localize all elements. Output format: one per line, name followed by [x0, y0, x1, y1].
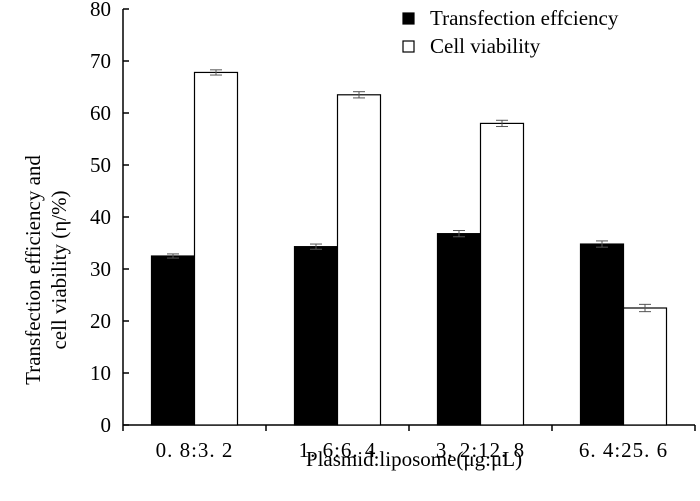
y-tick-label: 60: [90, 101, 111, 125]
legend-label: Cell viability: [430, 34, 541, 58]
y-tick-label: 20: [90, 309, 111, 333]
y-axis-title-line-2: cell viability (η/%): [47, 190, 71, 349]
y-axis-title-line-1: Transfection efficiency and: [21, 155, 45, 385]
y-tick-label: 80: [90, 0, 111, 21]
viability-bar: [479, 122, 525, 426]
transfection-bar: [150, 255, 196, 426]
y-tick-label: 40: [90, 205, 111, 229]
y-axis-title: Transfection efficiency and cell viabili…: [21, 155, 71, 385]
y-tick-label: 50: [90, 153, 111, 177]
transfection-bar: [579, 243, 625, 426]
transfection-bar: [436, 233, 482, 426]
x-axis-title: Plasmid:liposome(μg:μL): [306, 447, 522, 471]
legend-swatch: [402, 12, 415, 25]
y-tick-label: 30: [90, 257, 111, 281]
viability-bar: [336, 94, 382, 426]
legend-label: Transfection effciency: [430, 6, 619, 30]
y-tick-label: 10: [90, 361, 111, 385]
legend-swatch: [402, 40, 415, 53]
legend: Transfection effciency Cell viability: [402, 6, 619, 58]
x-tick-label: 6. 4:25. 6: [579, 438, 668, 462]
viability-bar: [622, 307, 668, 426]
transfection-bar: [293, 246, 339, 426]
y-tick-label: 70: [90, 49, 111, 73]
x-tick-label: 1. 6:6. 4: [299, 438, 377, 462]
viability-bar: [193, 71, 239, 426]
x-tick-label: 3. 2:12. 8: [436, 438, 525, 462]
y-tick-label: 0: [101, 413, 112, 437]
x-tick-label: 0. 8:3. 2: [156, 438, 234, 462]
plot-area: 0 10 20 30 40 50 60 70 80 0. 8:3. 2 1. 6:6. 4 3. 2:…: [90, 0, 696, 462]
